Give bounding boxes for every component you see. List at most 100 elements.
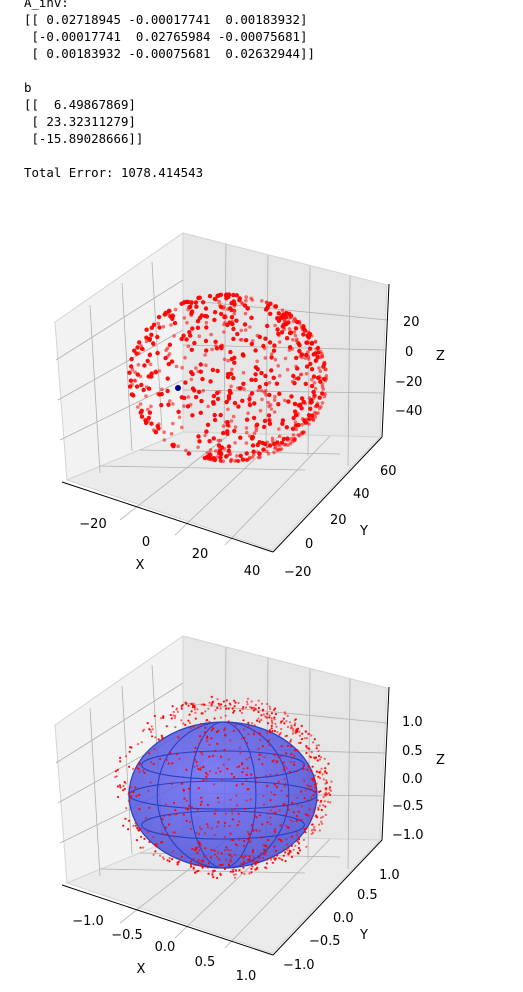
data-point [250,700,253,703]
data-point [300,738,304,741]
data-point [170,717,173,720]
data-point [247,833,251,836]
data-point [249,832,252,836]
data-point [149,371,154,376]
data-point [317,744,320,747]
data-point [312,381,317,385]
data-point [244,298,248,303]
data-point [253,377,258,383]
data-point [206,823,209,826]
data-point [218,449,223,453]
data-point [146,419,150,423]
data-point [209,856,213,859]
data-point [229,458,233,463]
data-point [295,814,298,818]
data-point [322,394,327,399]
data-point [324,770,327,773]
data-point [116,795,120,799]
center-point [175,385,181,391]
data-point [169,359,175,364]
data-point [285,843,288,846]
data-point [148,362,153,367]
data-point [218,438,223,443]
data-point [265,303,271,309]
data-point [231,838,234,841]
data-point [296,727,300,730]
data-point [166,859,169,862]
data-point [229,703,232,707]
data-point [229,307,234,313]
x-tick-label: 20 [192,547,209,562]
data-point [172,714,175,717]
data-point [285,767,288,770]
data-point [281,322,287,327]
data-point [216,855,219,859]
data-point [149,325,154,330]
data-point [247,733,250,736]
data-point [176,409,181,414]
data-point [304,371,309,376]
data-point [232,839,235,842]
data-point [184,723,187,727]
data-point [268,301,273,306]
data-point [198,369,203,374]
data-point [290,347,295,351]
data-point [202,765,205,769]
y-tick-label: 60 [380,464,397,479]
data-point [223,849,227,852]
sphere-parallel [128,780,318,810]
data-point [182,813,185,816]
data-point [211,700,215,703]
data-point [239,751,242,754]
data-point [297,836,300,839]
data-point [232,304,237,308]
data-point [233,705,236,708]
data-point [202,861,205,864]
data-point [228,824,231,828]
data-point [278,374,282,378]
data-point [165,346,170,351]
data-point [155,424,160,429]
floor-pane [65,431,382,551]
data-point [212,310,218,315]
data-point [252,709,255,712]
data-point [273,708,276,711]
data-point [164,348,168,353]
data-point [325,788,328,791]
data-point [250,339,255,343]
data-point [285,720,288,723]
data-point [235,766,239,769]
data-point [170,442,175,448]
data-point [215,390,220,396]
data-point [288,770,291,774]
data-point [161,818,164,821]
data-point [144,816,148,820]
y-tick-label: −20 [284,565,311,580]
data-point [203,855,206,858]
data-point [264,393,268,397]
data-point [297,846,301,850]
x-axis-label: X [136,558,145,573]
data-point [214,298,219,302]
data-point [318,777,322,780]
data-point [301,430,306,434]
data-point [296,833,299,836]
data-point [307,346,313,351]
data-point [271,861,274,864]
data-point [162,312,167,317]
x-tick-label: 0 [142,535,150,550]
data-point [307,747,310,750]
data-point [218,455,223,460]
data-point [226,292,232,297]
data-point [172,831,175,834]
data-point [200,376,205,382]
data-point [314,783,317,786]
data-point [163,355,168,361]
data-point [162,430,166,435]
data-point [232,311,237,316]
data-point [229,739,232,742]
data-point [177,860,180,863]
data-point [293,317,298,322]
left-back-pane [54,232,184,481]
data-point [211,393,217,399]
